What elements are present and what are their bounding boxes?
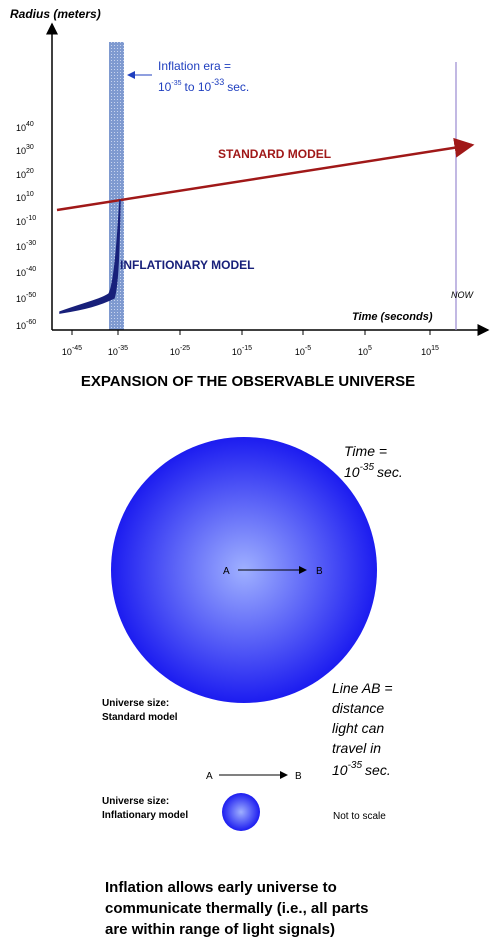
tick-exp: -15	[242, 345, 252, 352]
tick-exp: 10	[26, 191, 34, 198]
tick-exp: 40	[26, 121, 34, 128]
inflationary-universe	[222, 793, 260, 831]
line-ab-time: 10-35 sec.	[332, 760, 391, 778]
tick-base: 10	[108, 347, 118, 357]
base: 10	[332, 762, 348, 778]
tick-label: 1020	[16, 168, 34, 180]
conclusion: are within range of light signals)	[105, 921, 335, 938]
point-a: A	[206, 771, 213, 782]
standard-size-label: Universe size:	[102, 698, 169, 709]
scale-note: Not to scale	[333, 811, 386, 822]
unit: sec.	[377, 464, 403, 480]
tick-base: 10	[16, 268, 26, 278]
tick-label: 10-35	[108, 345, 128, 357]
to: to 10	[184, 80, 211, 94]
point-a: A	[223, 566, 230, 577]
tick-base: 10	[421, 347, 431, 357]
tick-base: 10	[170, 347, 180, 357]
standard-size-label: Standard model	[102, 712, 178, 723]
inflation-band	[109, 42, 124, 330]
tick-base: 10	[62, 347, 72, 357]
line-ab-text: distance	[332, 700, 384, 716]
inflation-era-range: 10-35 to 10-33 sec.	[158, 77, 249, 94]
point-b: B	[295, 771, 302, 782]
exp: -35	[360, 462, 375, 473]
tick-label: 10-60	[16, 319, 36, 331]
tick-label: 1010	[16, 191, 34, 203]
line-ab-text: light can	[332, 720, 384, 736]
exp: -33	[211, 77, 224, 87]
line-ab-text: travel in	[332, 740, 381, 756]
tick-base: 10	[16, 170, 26, 180]
tick-label: 105	[358, 345, 372, 357]
tick-base: 10	[295, 347, 305, 357]
tick-label: 10-40	[16, 266, 36, 278]
tick-exp: -25	[180, 345, 190, 352]
tick-exp: -35	[118, 345, 128, 352]
base: 10	[158, 80, 172, 94]
tick-label: 10-25	[170, 345, 190, 357]
line-ab-text: Line AB =	[332, 680, 393, 696]
tick-base: 10	[16, 242, 26, 252]
tick-base: 10	[358, 347, 368, 357]
tick-exp: 15	[431, 345, 439, 352]
tick-label: 10-5	[295, 345, 311, 357]
tick-label: 10-45	[62, 345, 82, 357]
standard-model-line	[56, 137, 475, 212]
tick-base: 10	[16, 193, 26, 203]
time-value: 10-35 sec.	[344, 462, 403, 480]
x-ticks: 10-45 10-35 10-25 10-15 10-5 105 1015	[62, 330, 439, 357]
tick-exp: 20	[26, 168, 34, 175]
tick-exp: -50	[26, 292, 36, 299]
conclusion: Inflation allows early universe to	[105, 879, 337, 896]
tick-exp: -5	[305, 345, 311, 352]
tick-base: 10	[16, 321, 26, 331]
tick-exp: -10	[26, 215, 36, 222]
x-axis-title: Time (seconds)	[352, 311, 433, 323]
unit: sec.	[227, 80, 249, 94]
inflationary-size-label: Inflationary model	[102, 810, 188, 821]
tick-exp: -30	[26, 240, 36, 247]
tick-label: 10-10	[16, 215, 36, 227]
y-axis-title: Radius (meters)	[10, 7, 101, 21]
tick-exp: -40	[26, 266, 36, 273]
tick-label: 1040	[16, 121, 34, 133]
now-label: NOW	[451, 290, 475, 300]
tick-label: 10-15	[232, 345, 252, 357]
standard-model-label: STANDARD MODEL	[218, 147, 331, 161]
inflationary-model-curve	[59, 199, 121, 314]
tick-exp: -60	[26, 319, 36, 326]
exp: -35	[348, 760, 363, 771]
tick-base: 10	[16, 146, 26, 156]
time-label: Time =	[344, 443, 387, 459]
tick-label: 1015	[421, 345, 439, 357]
tick-base: 10	[232, 347, 242, 357]
tick-base: 10	[16, 294, 26, 304]
point-b: B	[316, 566, 323, 577]
unit: sec.	[365, 762, 391, 778]
tick-base: 10	[16, 217, 26, 227]
tick-label: 10-30	[16, 240, 36, 252]
exp: -35	[171, 80, 181, 87]
conclusion: communicate thermally (i.e., all parts	[105, 900, 368, 917]
y-ticks: 104010301020101010-1010-3010-4010-5010-6…	[16, 121, 36, 331]
chart-caption: EXPANSION OF THE OBSERVABLE UNIVERSE	[81, 373, 415, 390]
inflationary-size-label: Universe size:	[102, 796, 169, 807]
tick-exp: 5	[368, 345, 372, 352]
tick-exp: 30	[26, 144, 34, 151]
base: 10	[344, 464, 360, 480]
tick-base: 10	[16, 123, 26, 133]
inflation-era-label: Inflation era =	[158, 59, 231, 73]
tick-label: 1030	[16, 144, 34, 156]
tick-label: 10-50	[16, 292, 36, 304]
tick-exp: -45	[72, 345, 82, 352]
inflationary-model-label: INFLATIONARY MODEL	[120, 258, 254, 272]
